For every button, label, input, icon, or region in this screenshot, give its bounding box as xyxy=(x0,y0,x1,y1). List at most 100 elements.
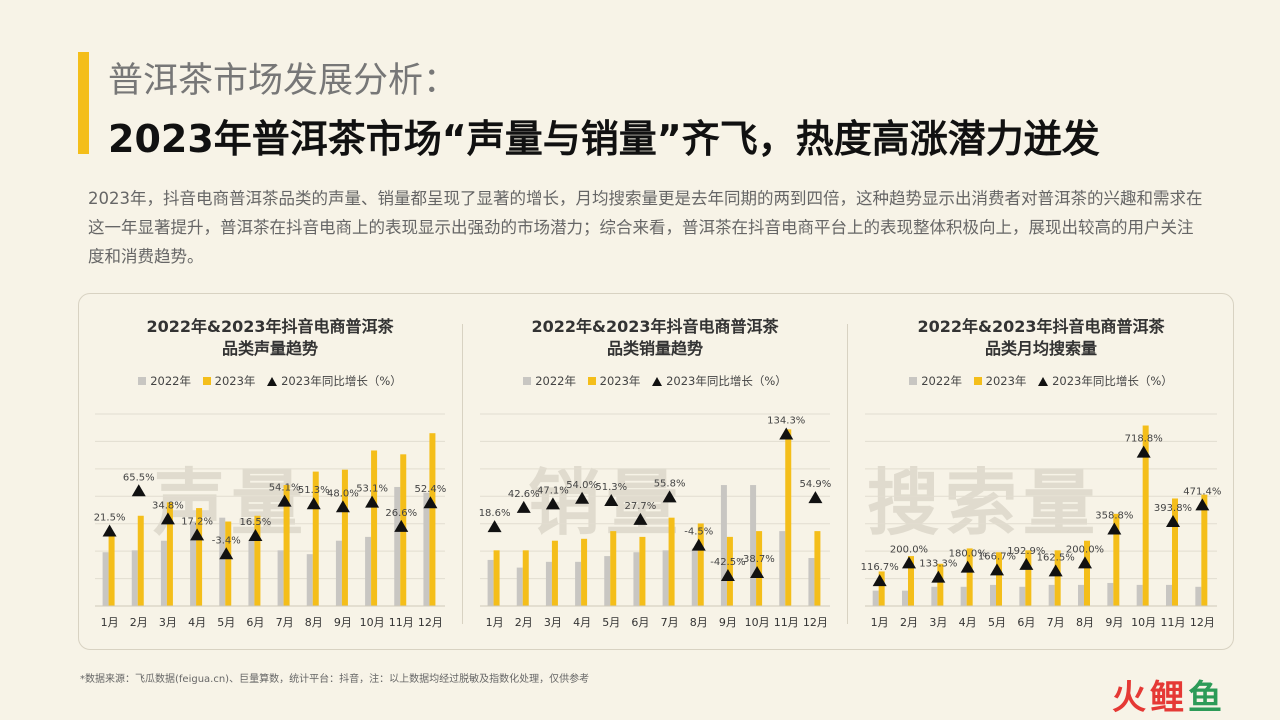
x-tick-label: 11月 xyxy=(1161,616,1186,629)
bar-2022 xyxy=(1136,584,1143,606)
legend-label-2023: 2023年 xyxy=(599,374,641,388)
growth-label: 27.7% xyxy=(625,501,657,512)
bar-2023 xyxy=(878,571,885,606)
bar-2023 xyxy=(610,531,617,606)
bar-2023 xyxy=(137,515,144,606)
bar-2022 xyxy=(575,561,582,606)
x-tick-label: 8月 xyxy=(690,616,708,629)
growth-label: 200.0% xyxy=(890,544,928,555)
growth-marker xyxy=(365,495,380,508)
bar-2022 xyxy=(394,486,401,606)
bar-2023 xyxy=(966,548,973,606)
bar-2022 xyxy=(691,548,698,606)
bar-2022 xyxy=(248,540,255,606)
growth-label: 26.6% xyxy=(385,508,417,519)
bar-2023 xyxy=(283,485,290,606)
growth-marker xyxy=(872,574,887,587)
bar-2022 xyxy=(423,492,430,606)
legend-item-growth: 2023年同比增长（%） xyxy=(652,373,787,389)
growth-marker xyxy=(248,529,263,542)
growth-marker xyxy=(779,427,794,440)
growth-marker xyxy=(633,512,648,525)
legend-label-growth: 2023年同比增长（%） xyxy=(666,374,787,388)
bar-2022 xyxy=(487,559,494,606)
bar-2023 xyxy=(108,533,115,606)
growth-label: 162.5% xyxy=(1037,552,1075,563)
bar-2023 xyxy=(1142,425,1149,606)
chart-title: 2022年&2023年抖音电商普洱茶 品类销量趋势 xyxy=(464,316,846,360)
x-tick-label: 9月 xyxy=(334,616,352,629)
x-tick-label: 10月 xyxy=(1131,616,1156,629)
growth-marker xyxy=(902,556,916,569)
bar-2022 xyxy=(720,485,727,606)
legend-swatch-2022 xyxy=(909,377,918,385)
chart-legend: 2022年 2023年 2023年同比增长（%） xyxy=(849,373,1233,389)
bar-2022 xyxy=(306,554,313,606)
bar-2022 xyxy=(102,552,109,606)
bar-2022 xyxy=(131,550,138,606)
legend-label-2022: 2022年 xyxy=(535,374,576,388)
growth-label: 16.5% xyxy=(240,517,272,528)
bar-2023 xyxy=(522,550,529,606)
growth-label: 471.4% xyxy=(1183,486,1221,497)
growth-label: 17.2% xyxy=(181,516,213,527)
bar-2023 xyxy=(1054,550,1061,606)
growth-marker xyxy=(1195,498,1210,511)
x-tick-label: 6月 xyxy=(1017,616,1035,629)
growth-label: 134.3% xyxy=(767,416,805,427)
bar-2022 xyxy=(1048,584,1055,606)
growth-label: 393.8% xyxy=(1154,503,1192,514)
x-tick-label: 4月 xyxy=(188,616,206,629)
x-tick-label: 4月 xyxy=(959,616,977,629)
bar-2022 xyxy=(779,531,786,606)
legend-item-growth: 2023年同比增长（%） xyxy=(1038,373,1173,389)
x-tick-label: 7月 xyxy=(1047,616,1065,629)
chart-divider xyxy=(462,324,463,624)
growth-marker xyxy=(1107,522,1122,535)
chart-plot: 21.5% 1月 65.5% 2月 34.8% 3月 17.2% 4月 -3.4% 5月 16.5%… xyxy=(94,413,446,629)
bar-2023 xyxy=(371,450,378,606)
bar-2023 xyxy=(254,515,261,606)
growth-label: 21.5% xyxy=(94,512,126,523)
growth-label: -3.4% xyxy=(212,535,241,546)
logo-char-1: 火 xyxy=(1112,678,1150,718)
growth-label: 34.8% xyxy=(152,500,184,511)
bar-2023 xyxy=(166,502,173,606)
chart-title-line1: 2022年&2023年抖音电商普洱茶 xyxy=(531,317,779,336)
bar-2023 xyxy=(1025,550,1032,606)
bar-2022 xyxy=(604,556,611,606)
legend-item-2023: 2023年 xyxy=(973,373,1026,389)
x-tick-label: 8月 xyxy=(1076,616,1094,629)
x-tick-label: 12月 xyxy=(803,616,828,629)
growth-marker xyxy=(131,484,146,497)
growth-marker xyxy=(219,547,234,560)
chart-divider xyxy=(847,324,848,624)
chart-title: 2022年&2023年抖音电商普洱茶 品类声量趋势 xyxy=(79,316,461,360)
growth-marker xyxy=(160,512,175,525)
growth-marker xyxy=(545,497,560,510)
bar-2022 xyxy=(1078,584,1084,606)
bar-2023 xyxy=(1172,498,1178,606)
bar-2022 xyxy=(545,561,552,606)
bar-2022 xyxy=(990,584,996,606)
bar-2022 xyxy=(277,550,284,606)
legend-item-2022: 2022年 xyxy=(523,373,576,389)
x-tick-label: 7月 xyxy=(276,616,294,629)
bar-2022 xyxy=(931,586,938,606)
growth-marker xyxy=(1166,514,1180,527)
x-tick-label: 7月 xyxy=(661,616,679,629)
chart-volume: 声量 2022年&2023年抖音电商普洱茶 品类声量趋势 2022年 2023年… xyxy=(79,294,461,651)
legend-label-growth: 2023年同比增长（%） xyxy=(281,374,402,388)
legend-label-2022: 2022年 xyxy=(150,374,191,388)
bar-2023 xyxy=(312,471,319,606)
growth-label: -4.5% xyxy=(684,527,713,538)
bar-2022 xyxy=(662,550,669,606)
bar-2023 xyxy=(493,550,500,606)
growth-marker xyxy=(1019,557,1034,570)
x-tick-label: 12月 xyxy=(418,616,443,629)
chart-title-line1: 2022年&2023年抖音电商普洱茶 xyxy=(146,317,394,336)
chart-plot: 18.6% 1月 42.6% 2月 47.1% 3月 54.0% 4月 51.3% 5月 27.7%… xyxy=(479,413,831,629)
x-tick-label: 3月 xyxy=(159,616,177,629)
growth-marker xyxy=(1048,564,1063,577)
growth-marker xyxy=(423,496,438,509)
